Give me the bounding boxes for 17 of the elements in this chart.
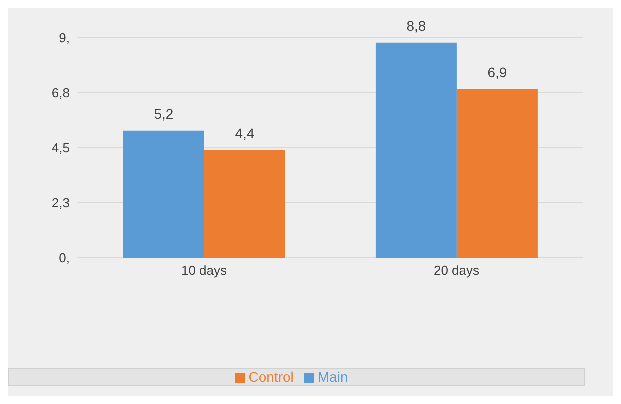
bar	[204, 150, 286, 258]
y-tick-label: 2,3	[52, 196, 70, 211]
bar	[123, 130, 204, 258]
bar	[376, 42, 457, 258]
y-tick-label: 0,	[59, 250, 70, 266]
x-tick-label: 20 days	[434, 263, 480, 278]
data-label: 8,8	[406, 18, 426, 34]
legend-label: Main	[318, 369, 348, 385]
y-tick-label: 6,8	[52, 86, 70, 101]
x-tick-label: 10 days	[181, 263, 228, 278]
data-label: 6,9	[488, 64, 508, 80]
data-label: 4,4	[235, 125, 255, 142]
y-tick-label: 9,	[59, 30, 70, 46]
data-label: 5,2	[154, 106, 174, 122]
y-tick-label: 4,5	[52, 140, 70, 156]
legend-label: Control	[248, 369, 294, 385]
bar	[456, 89, 538, 258]
